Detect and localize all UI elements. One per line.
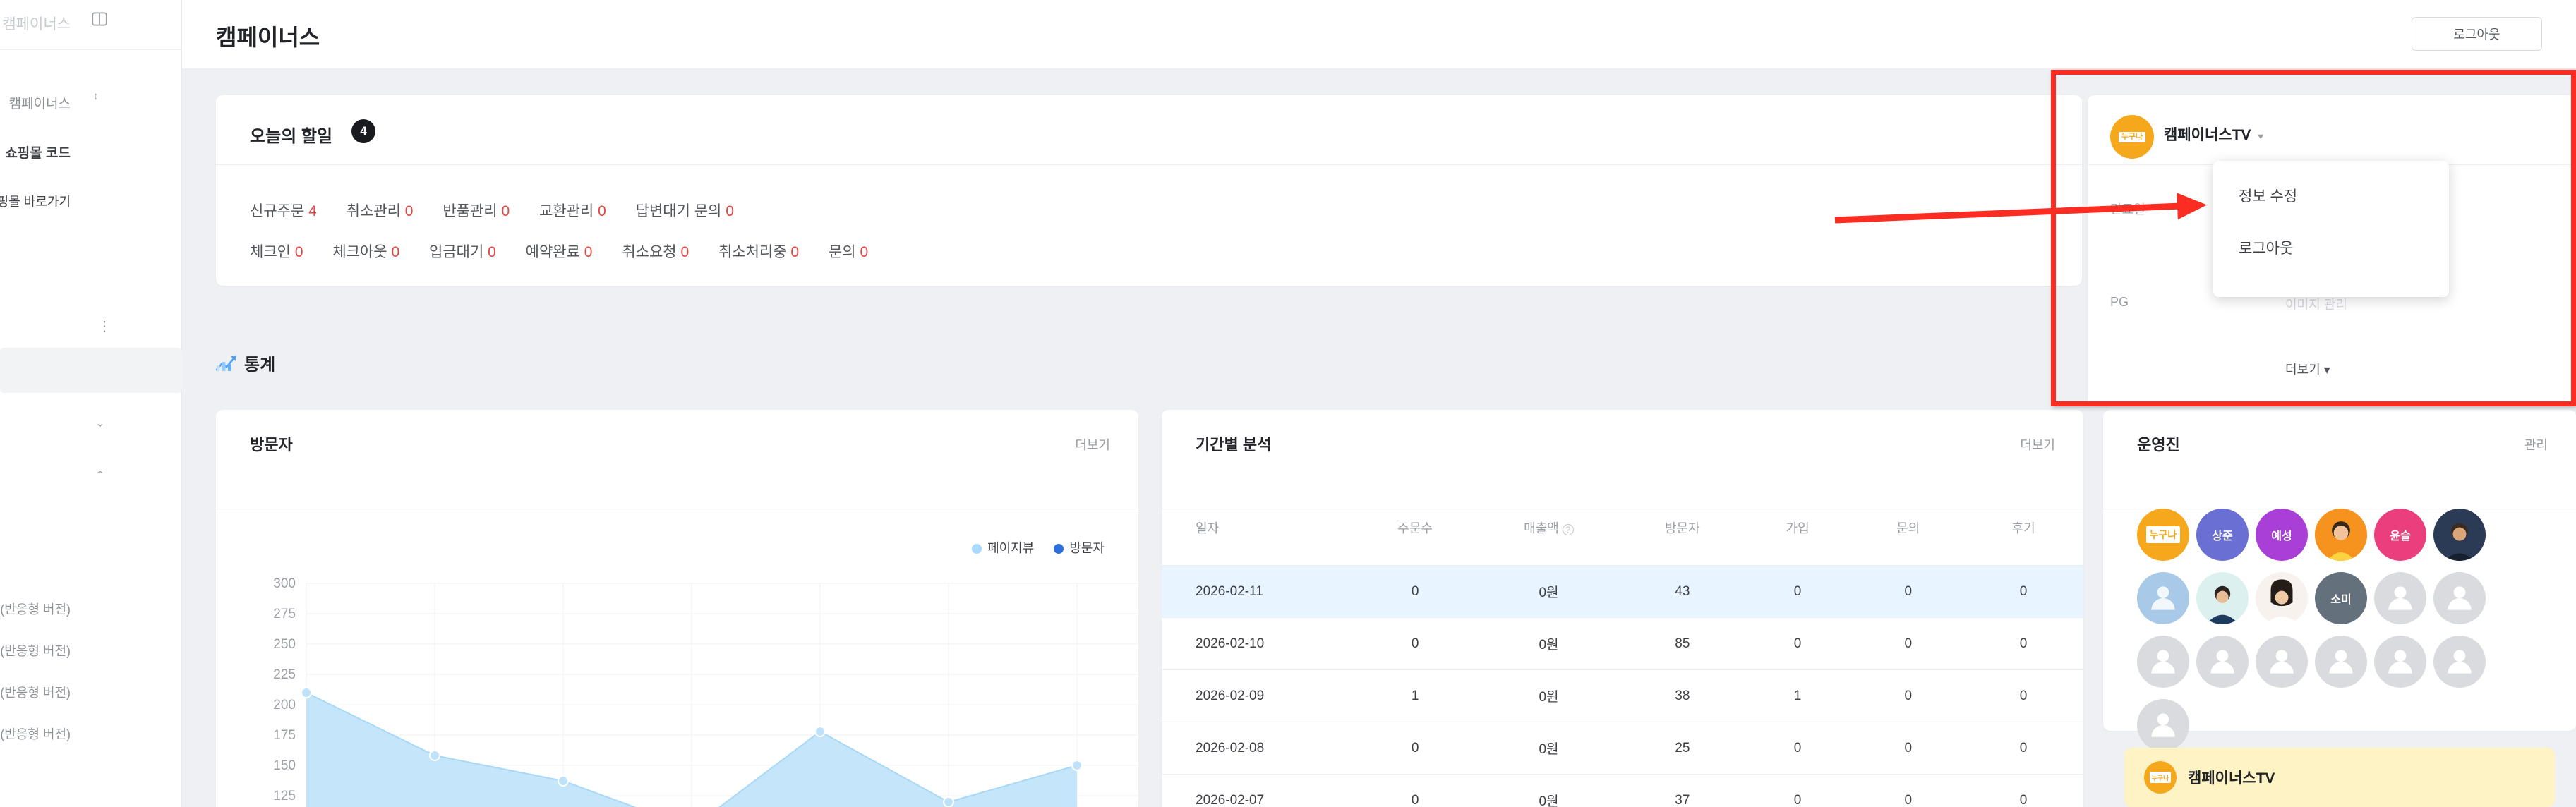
svg-text:250: 250 (273, 637, 296, 652)
svg-text:125: 125 (273, 789, 296, 803)
svg-text:200: 200 (273, 698, 296, 712)
svg-text:300: 300 (273, 576, 296, 591)
svg-text:175: 175 (273, 728, 296, 743)
svg-text:150: 150 (273, 758, 296, 773)
svg-text:225: 225 (273, 667, 296, 682)
svg-text:275: 275 (273, 607, 296, 621)
